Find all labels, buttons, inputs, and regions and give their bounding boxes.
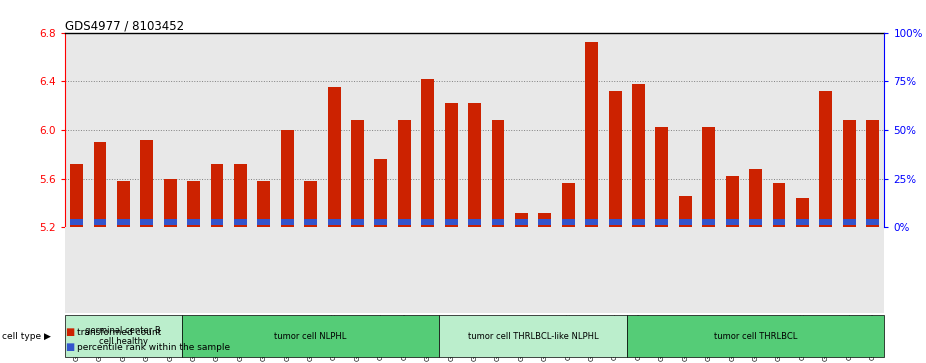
Text: tumor cell NLPHL: tumor cell NLPHL <box>274 331 347 340</box>
Bar <box>515 213 528 227</box>
Bar <box>234 164 247 227</box>
Bar <box>679 219 692 225</box>
Bar <box>117 181 130 227</box>
Bar <box>538 213 551 227</box>
Bar <box>632 219 644 225</box>
Bar <box>866 219 879 225</box>
Bar <box>820 219 832 225</box>
Bar <box>726 176 739 227</box>
Bar <box>421 79 434 227</box>
Text: GDS4977 / 8103452: GDS4977 / 8103452 <box>65 20 184 33</box>
Bar <box>796 219 808 225</box>
Text: germinal center B
cell healthy: germinal center B cell healthy <box>85 326 161 346</box>
Bar <box>772 183 785 227</box>
FancyBboxPatch shape <box>65 315 181 357</box>
Bar <box>702 127 715 227</box>
Text: ■: ■ <box>65 342 74 352</box>
Bar <box>749 169 762 227</box>
Bar <box>469 103 481 227</box>
Bar <box>866 120 879 227</box>
Bar <box>374 219 387 225</box>
Bar <box>421 219 434 225</box>
Bar <box>492 120 505 227</box>
Bar <box>562 219 575 225</box>
Bar <box>328 219 341 225</box>
Bar <box>210 219 223 225</box>
Bar <box>117 219 130 225</box>
Text: tumor cell THRLBCL: tumor cell THRLBCL <box>714 331 797 340</box>
Bar <box>515 219 528 225</box>
FancyBboxPatch shape <box>181 315 440 357</box>
Bar <box>305 181 317 227</box>
Bar <box>843 120 856 227</box>
Bar <box>772 219 785 225</box>
Bar <box>141 140 153 227</box>
Bar <box>398 219 411 225</box>
Bar <box>94 219 106 225</box>
Bar <box>562 183 575 227</box>
FancyBboxPatch shape <box>627 315 884 357</box>
Bar <box>70 164 83 227</box>
Bar <box>608 219 621 225</box>
Bar <box>257 181 270 227</box>
Bar <box>656 127 669 227</box>
Bar <box>679 196 692 227</box>
Bar <box>796 198 808 227</box>
FancyBboxPatch shape <box>440 315 627 357</box>
Bar <box>492 219 505 225</box>
Bar <box>726 219 739 225</box>
Bar <box>656 219 669 225</box>
Bar <box>632 84 644 227</box>
Bar <box>164 179 177 227</box>
Text: tumor cell THRLBCL-like NLPHL: tumor cell THRLBCL-like NLPHL <box>468 331 598 340</box>
Bar <box>843 219 856 225</box>
Text: cell type ▶: cell type ▶ <box>2 331 51 340</box>
Text: ■: ■ <box>65 327 74 337</box>
Bar <box>328 87 341 227</box>
Bar <box>94 142 106 227</box>
Bar <box>702 219 715 225</box>
Bar <box>444 103 457 227</box>
Bar <box>585 219 598 225</box>
Bar <box>187 181 200 227</box>
Bar <box>351 219 364 225</box>
Bar <box>281 219 294 225</box>
Bar <box>444 219 457 225</box>
Bar <box>398 120 411 227</box>
Bar <box>164 219 177 225</box>
Bar <box>749 219 762 225</box>
Bar <box>305 219 317 225</box>
Bar <box>257 219 270 225</box>
Text: transformed count: transformed count <box>77 328 161 337</box>
Bar <box>210 164 223 227</box>
Bar <box>351 120 364 227</box>
Bar <box>281 130 294 227</box>
Bar <box>374 159 387 227</box>
Bar <box>469 219 481 225</box>
Bar <box>608 91 621 227</box>
Text: percentile rank within the sample: percentile rank within the sample <box>77 343 230 352</box>
Bar <box>234 219 247 225</box>
Bar <box>538 219 551 225</box>
Bar <box>820 91 832 227</box>
Bar <box>187 219 200 225</box>
Bar <box>70 219 83 225</box>
Bar <box>585 42 598 227</box>
Bar <box>141 219 153 225</box>
